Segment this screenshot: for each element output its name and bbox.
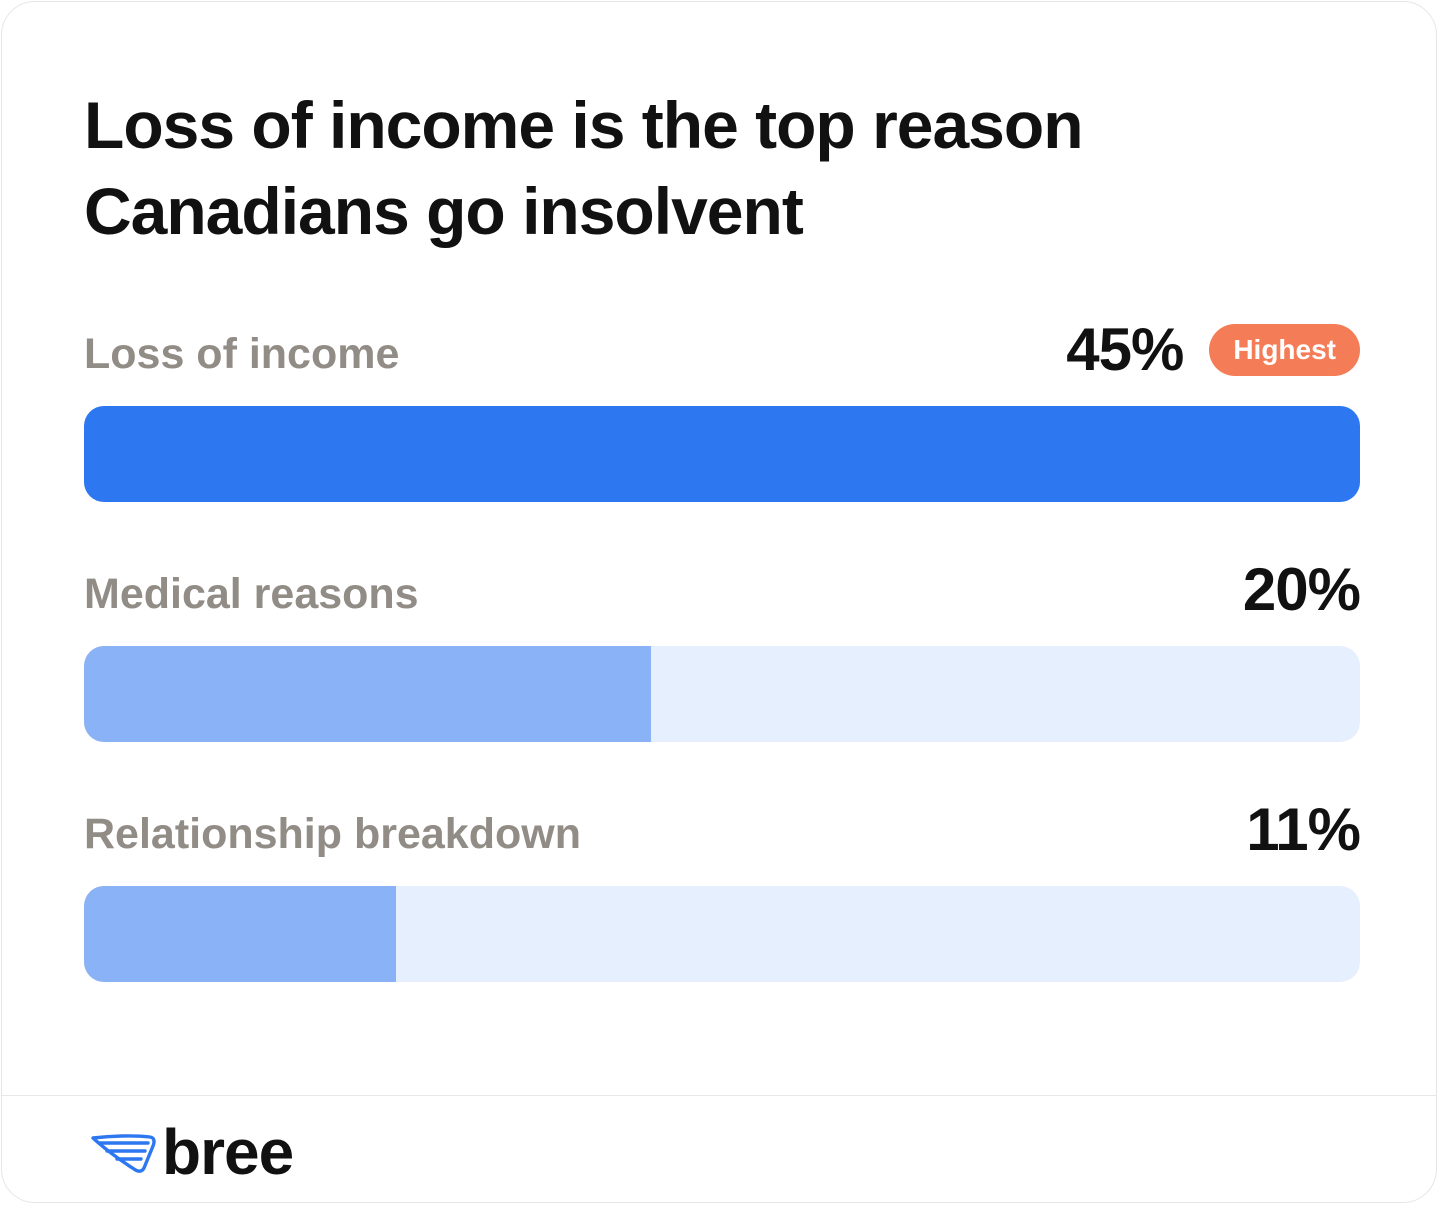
bar-track [84,646,1360,742]
logo-wordmark: bree [162,1116,294,1188]
bar-value-label: 45% [1066,316,1184,383]
wing-icon [90,1130,156,1174]
bar-value-group: 11% [1246,796,1361,863]
bar-category-label: Loss of income [84,330,400,378]
bar-row: Loss of income 45% Highest [84,318,1360,502]
bar-category-label: Relationship breakdown [84,810,581,858]
bree-logo: bree [90,1116,294,1188]
highest-badge: Highest [1209,324,1360,376]
bar-row: Relationship breakdown 11% [84,798,1361,982]
bar-track [84,886,1360,982]
bar-fill [84,646,651,742]
bar-value-group: 45% Highest [1066,318,1360,382]
chart-title: Loss of income is the top reason Canadia… [84,88,1084,248]
bar-value-label: 20% [1242,556,1361,623]
bar-track [84,406,1360,502]
bar-value-label: 11% [1246,796,1361,863]
bar-fill [84,406,1360,502]
bar-value-group: 20% [1242,556,1361,623]
bar-category-label: Medical reasons [84,570,419,618]
footer-divider [2,1095,1436,1096]
bar-row: Medical reasons 20% [84,558,1361,742]
bar-fill [84,886,396,982]
